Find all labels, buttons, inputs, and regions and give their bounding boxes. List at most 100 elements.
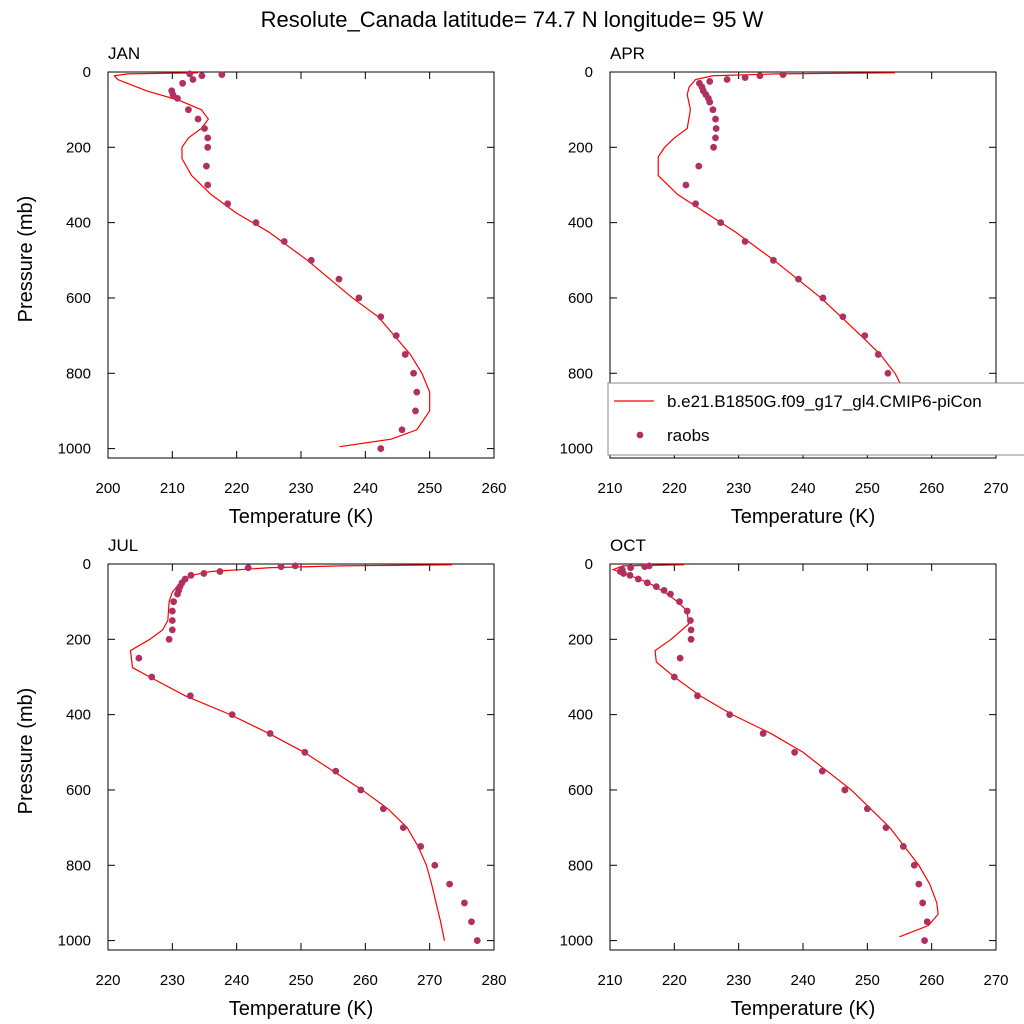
- y-tick-label: 0: [83, 64, 91, 81]
- raobs-point: [189, 76, 197, 83]
- raobs-point: [186, 692, 194, 700]
- y-tick-label: 600: [66, 782, 91, 799]
- raobs-point: [204, 143, 212, 151]
- x-tick-label: 240: [790, 480, 815, 497]
- raobs-point: [218, 71, 226, 79]
- raobs-point: [187, 571, 195, 579]
- raobs-point: [148, 673, 156, 681]
- y-tick-label: 400: [568, 215, 593, 232]
- raobs-point: [168, 626, 176, 634]
- raobs-point: [224, 200, 232, 208]
- raobs-point: [399, 824, 407, 832]
- raobs-point: [670, 673, 678, 681]
- y-tick-label: 1000: [58, 933, 91, 950]
- panel-title: APR: [610, 44, 645, 63]
- raobs-point: [266, 730, 274, 737]
- x-tick-label: 250: [855, 480, 880, 497]
- profile-line: [113, 72, 431, 448]
- raobs-point: [401, 351, 409, 358]
- x-tick-label: 260: [919, 480, 944, 497]
- raobs-point: [473, 937, 481, 944]
- raobs-point: [277, 563, 285, 571]
- raobs-point: [332, 767, 340, 775]
- raobs-point: [756, 72, 764, 80]
- raobs-point: [723, 76, 731, 83]
- x-tick-label: 230: [726, 480, 751, 497]
- raobs-point: [910, 861, 918, 869]
- raobs-point: [379, 805, 387, 813]
- raobs-point: [687, 626, 695, 634]
- raobs-point: [921, 937, 928, 944]
- x-tick-label: 210: [597, 480, 622, 497]
- raobs-point: [307, 256, 315, 264]
- raobs-point: [712, 134, 719, 142]
- x-tick-label: 210: [597, 972, 622, 989]
- raobs-point: [694, 692, 701, 700]
- y-tick-label: 200: [66, 631, 91, 648]
- raobs-point: [819, 294, 827, 302]
- raobs-point: [695, 162, 703, 170]
- raobs-point: [377, 445, 385, 452]
- x-tick-label: 240: [353, 480, 378, 497]
- raobs-point: [135, 654, 143, 662]
- x-tick-label: 240: [790, 972, 815, 989]
- legend-marker: [636, 431, 644, 439]
- raobs-point: [291, 562, 299, 570]
- raobs-point: [660, 586, 668, 594]
- raobs-point: [461, 899, 468, 907]
- plot-frame: [609, 563, 997, 951]
- raobs-point: [923, 918, 931, 926]
- raobs-point: [692, 200, 699, 208]
- raobs-point: [717, 219, 725, 227]
- raobs-point: [676, 598, 683, 606]
- raobs-point: [682, 181, 690, 189]
- raobs-point: [203, 162, 210, 170]
- plot-frame: [107, 71, 495, 459]
- raobs-point: [676, 654, 684, 662]
- raobs-point: [779, 71, 787, 79]
- raobs-point: [770, 256, 777, 264]
- raobs-point: [726, 711, 734, 719]
- raobs-point: [355, 294, 363, 302]
- x-tick-label: 200: [95, 480, 120, 497]
- x-tick-label: 240: [224, 972, 249, 989]
- raobs-point: [186, 70, 194, 78]
- legend-box: [607, 382, 1024, 456]
- y-axis-title: Pressure (mb): [15, 196, 37, 323]
- x-tick-label: 270: [983, 972, 1008, 989]
- raobs-point: [446, 880, 454, 888]
- raobs-point: [204, 134, 212, 142]
- y-tick-label: 0: [83, 556, 91, 573]
- x-tick-label: 250: [855, 972, 880, 989]
- raobs-point: [884, 369, 892, 377]
- raobs-point: [839, 313, 847, 321]
- panel: APR 210 220 230 240 250 260 270 0 200 400 600 800 100…: [560, 44, 1024, 528]
- plot-frame: [107, 563, 495, 951]
- raobs-point: [410, 369, 417, 377]
- raobs-point: [641, 563, 649, 571]
- y-tick-label: 0: [585, 64, 593, 81]
- raobs-point: [706, 98, 714, 106]
- raobs-point: [652, 583, 660, 590]
- x-tick-label: 220: [95, 972, 120, 989]
- y-tick-label: 0: [585, 556, 593, 573]
- raobs-point: [712, 125, 720, 132]
- raobs-point: [627, 564, 634, 572]
- raobs-point: [398, 426, 406, 434]
- x-tick-label: 230: [160, 972, 185, 989]
- raobs-point: [280, 238, 288, 245]
- raobs-point: [468, 918, 475, 926]
- x-tick-label: 250: [417, 480, 442, 497]
- y-tick-label: 800: [568, 857, 593, 874]
- raobs-point: [683, 607, 691, 615]
- raobs-point: [244, 564, 252, 572]
- panel-title: JUL: [108, 536, 138, 555]
- x-axis-title: Temperature (K): [731, 998, 876, 1020]
- raobs-point: [185, 106, 192, 114]
- raobs-point: [643, 579, 651, 587]
- raobs-point: [392, 332, 400, 340]
- y-tick-label: 800: [66, 365, 91, 382]
- legend-label: b.e21.B1850G.f09_g17_gl4.CMIP6-piCon: [667, 392, 982, 411]
- y-tick-label: 600: [568, 782, 593, 799]
